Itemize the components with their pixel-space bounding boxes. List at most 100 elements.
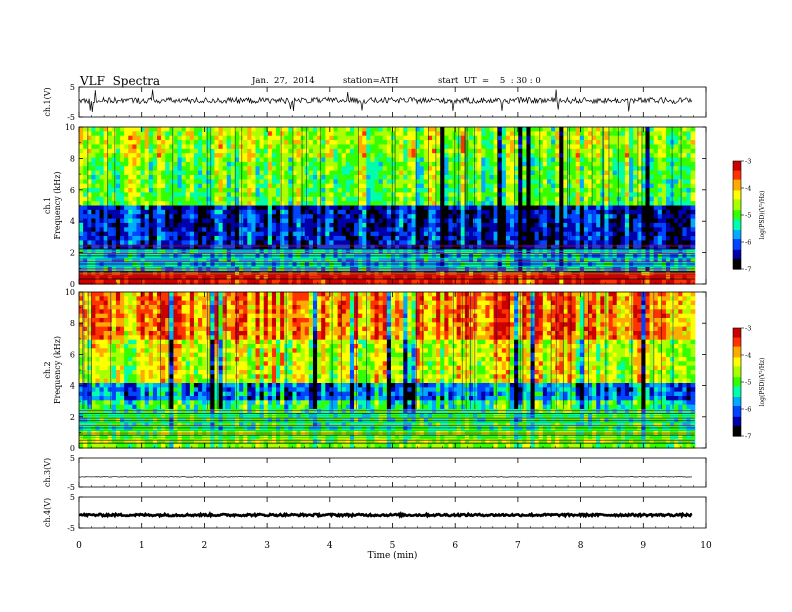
- spectrogram-cell: [83, 144, 88, 150]
- spectrogram-cell: [333, 144, 339, 150]
- spectrogram-cell: [312, 236, 318, 241]
- spectrogram-cell: [354, 192, 359, 198]
- spectrogram-cell: [563, 209, 569, 215]
- spectrogram-cell: [534, 218, 540, 224]
- spectrogram-cell: [514, 188, 519, 194]
- spectrogram-cell: [304, 135, 310, 141]
- spectrogram-cell: [526, 183, 532, 189]
- spectrogram-cell: [522, 170, 528, 176]
- spectrogram-cell: [690, 127, 696, 132]
- spectrogram-cell: [436, 231, 441, 237]
- spectrogram-cell: [555, 153, 560, 159]
- spectrogram-cell: [579, 209, 585, 215]
- spectrogram-cell: [534, 174, 540, 180]
- spectrogram-cell: [436, 127, 441, 132]
- spectrogram-cell: [682, 127, 688, 132]
- spectrogram-cell: [407, 244, 413, 250]
- spectrogram-cell: [308, 170, 314, 176]
- spectrogram-cell: [144, 166, 150, 172]
- spectrogram-cell: [140, 157, 146, 163]
- spectrogram-cell: [169, 231, 174, 237]
- spectrogram-cell: [185, 222, 191, 228]
- spectrogram-cell: [115, 257, 121, 263]
- spectrogram-cell: [349, 196, 355, 202]
- spectrogram-cell: [378, 236, 384, 241]
- spectrogram-cell: [276, 201, 281, 207]
- spectrogram-cell: [559, 236, 564, 241]
- spectrogram-cell: [624, 218, 630, 224]
- spectrogram-cell: [95, 174, 101, 180]
- spectrogram-cell: [415, 222, 421, 228]
- spectrogram-cell: [682, 196, 688, 202]
- spectrogram-cell: [510, 209, 515, 215]
- spectrogram-cell: [649, 227, 655, 233]
- spectrogram-cell: [440, 188, 445, 194]
- spectrogram-cell: [251, 214, 257, 220]
- spectrogram-cell: [505, 131, 511, 137]
- spectrogram-cell: [337, 127, 343, 132]
- spectrogram-cell: [214, 236, 220, 241]
- spectrogram-cell: [99, 170, 105, 176]
- spectrogram-cell: [514, 131, 519, 137]
- spectrogram-cell: [526, 135, 532, 141]
- spectrogram-cell: [674, 144, 679, 150]
- spectrogram-cell: [193, 222, 199, 228]
- spectrogram-cell: [107, 236, 113, 241]
- spectrogram-cell: [448, 196, 454, 202]
- spectrogram-cell: [296, 183, 302, 189]
- spectrogram-cell: [489, 179, 495, 185]
- spectrogram-cell: [83, 183, 88, 189]
- spectrogram-cell: [222, 183, 228, 189]
- spectrogram-cell: [288, 262, 294, 268]
- spectrogram-cell: [546, 236, 552, 241]
- spectrogram-cell: [370, 262, 376, 268]
- spectrogram-cell: [255, 192, 261, 198]
- spectrogram-cell: [485, 240, 491, 246]
- spectrogram-cell: [337, 192, 343, 198]
- spectrogram-cell: [538, 222, 544, 228]
- spectrogram-cell: [546, 188, 552, 194]
- spectrogram-cell: [493, 244, 499, 250]
- spectrogram-cell: [432, 174, 437, 180]
- spectrogram-cell: [349, 188, 355, 194]
- spectrogram-cell: [79, 214, 84, 220]
- spectrogram-cell: [230, 214, 236, 220]
- spectrogram-cell: [596, 140, 601, 146]
- spectrogram-cell: [620, 144, 626, 150]
- spectrogram-cell: [267, 170, 273, 176]
- spectrogram-cell: [152, 153, 158, 159]
- spectrogram-cell: [563, 257, 569, 263]
- spectrogram-cell: [325, 262, 330, 268]
- spectrogram-cell: [177, 144, 183, 150]
- spectrogram-cell: [263, 157, 269, 163]
- spectrogram-cell: [514, 257, 519, 263]
- spectrogram-cell: [374, 179, 380, 185]
- spectrogram-cell: [288, 161, 294, 167]
- spectrogram-cell: [210, 196, 216, 202]
- spectrogram-cell: [497, 240, 503, 246]
- spectrogram-cell: [202, 196, 207, 202]
- spectrogram-cell: [583, 170, 589, 176]
- spectrogram-cell: [596, 196, 601, 202]
- spectrogram-cell: [653, 131, 659, 137]
- spectrogram-cell: [477, 196, 482, 202]
- spectrogram-cell: [497, 153, 503, 159]
- spectrogram-cell: [251, 270, 257, 276]
- spectrogram-cell: [280, 161, 285, 167]
- spectrogram-cell: [321, 179, 326, 185]
- spectrogram-cell: [608, 244, 614, 250]
- spectrogram-cell: [165, 201, 170, 207]
- spectrogram-cell: [173, 262, 179, 268]
- spectrogram-cell: [173, 192, 179, 198]
- spectrogram-cell: [317, 236, 322, 241]
- spectrogram-cell: [280, 188, 285, 194]
- spectrogram-cell: [489, 140, 495, 146]
- spectrogram-cell: [505, 244, 511, 250]
- spectrogram-cell: [395, 188, 400, 194]
- spectrogram-cell: [436, 214, 441, 220]
- spectrogram-cell: [288, 201, 294, 207]
- spectrogram-cell: [489, 209, 495, 215]
- spectrogram-cell: [103, 161, 109, 167]
- spectrogram-cell: [415, 236, 421, 241]
- spectrogram-cell: [99, 257, 105, 263]
